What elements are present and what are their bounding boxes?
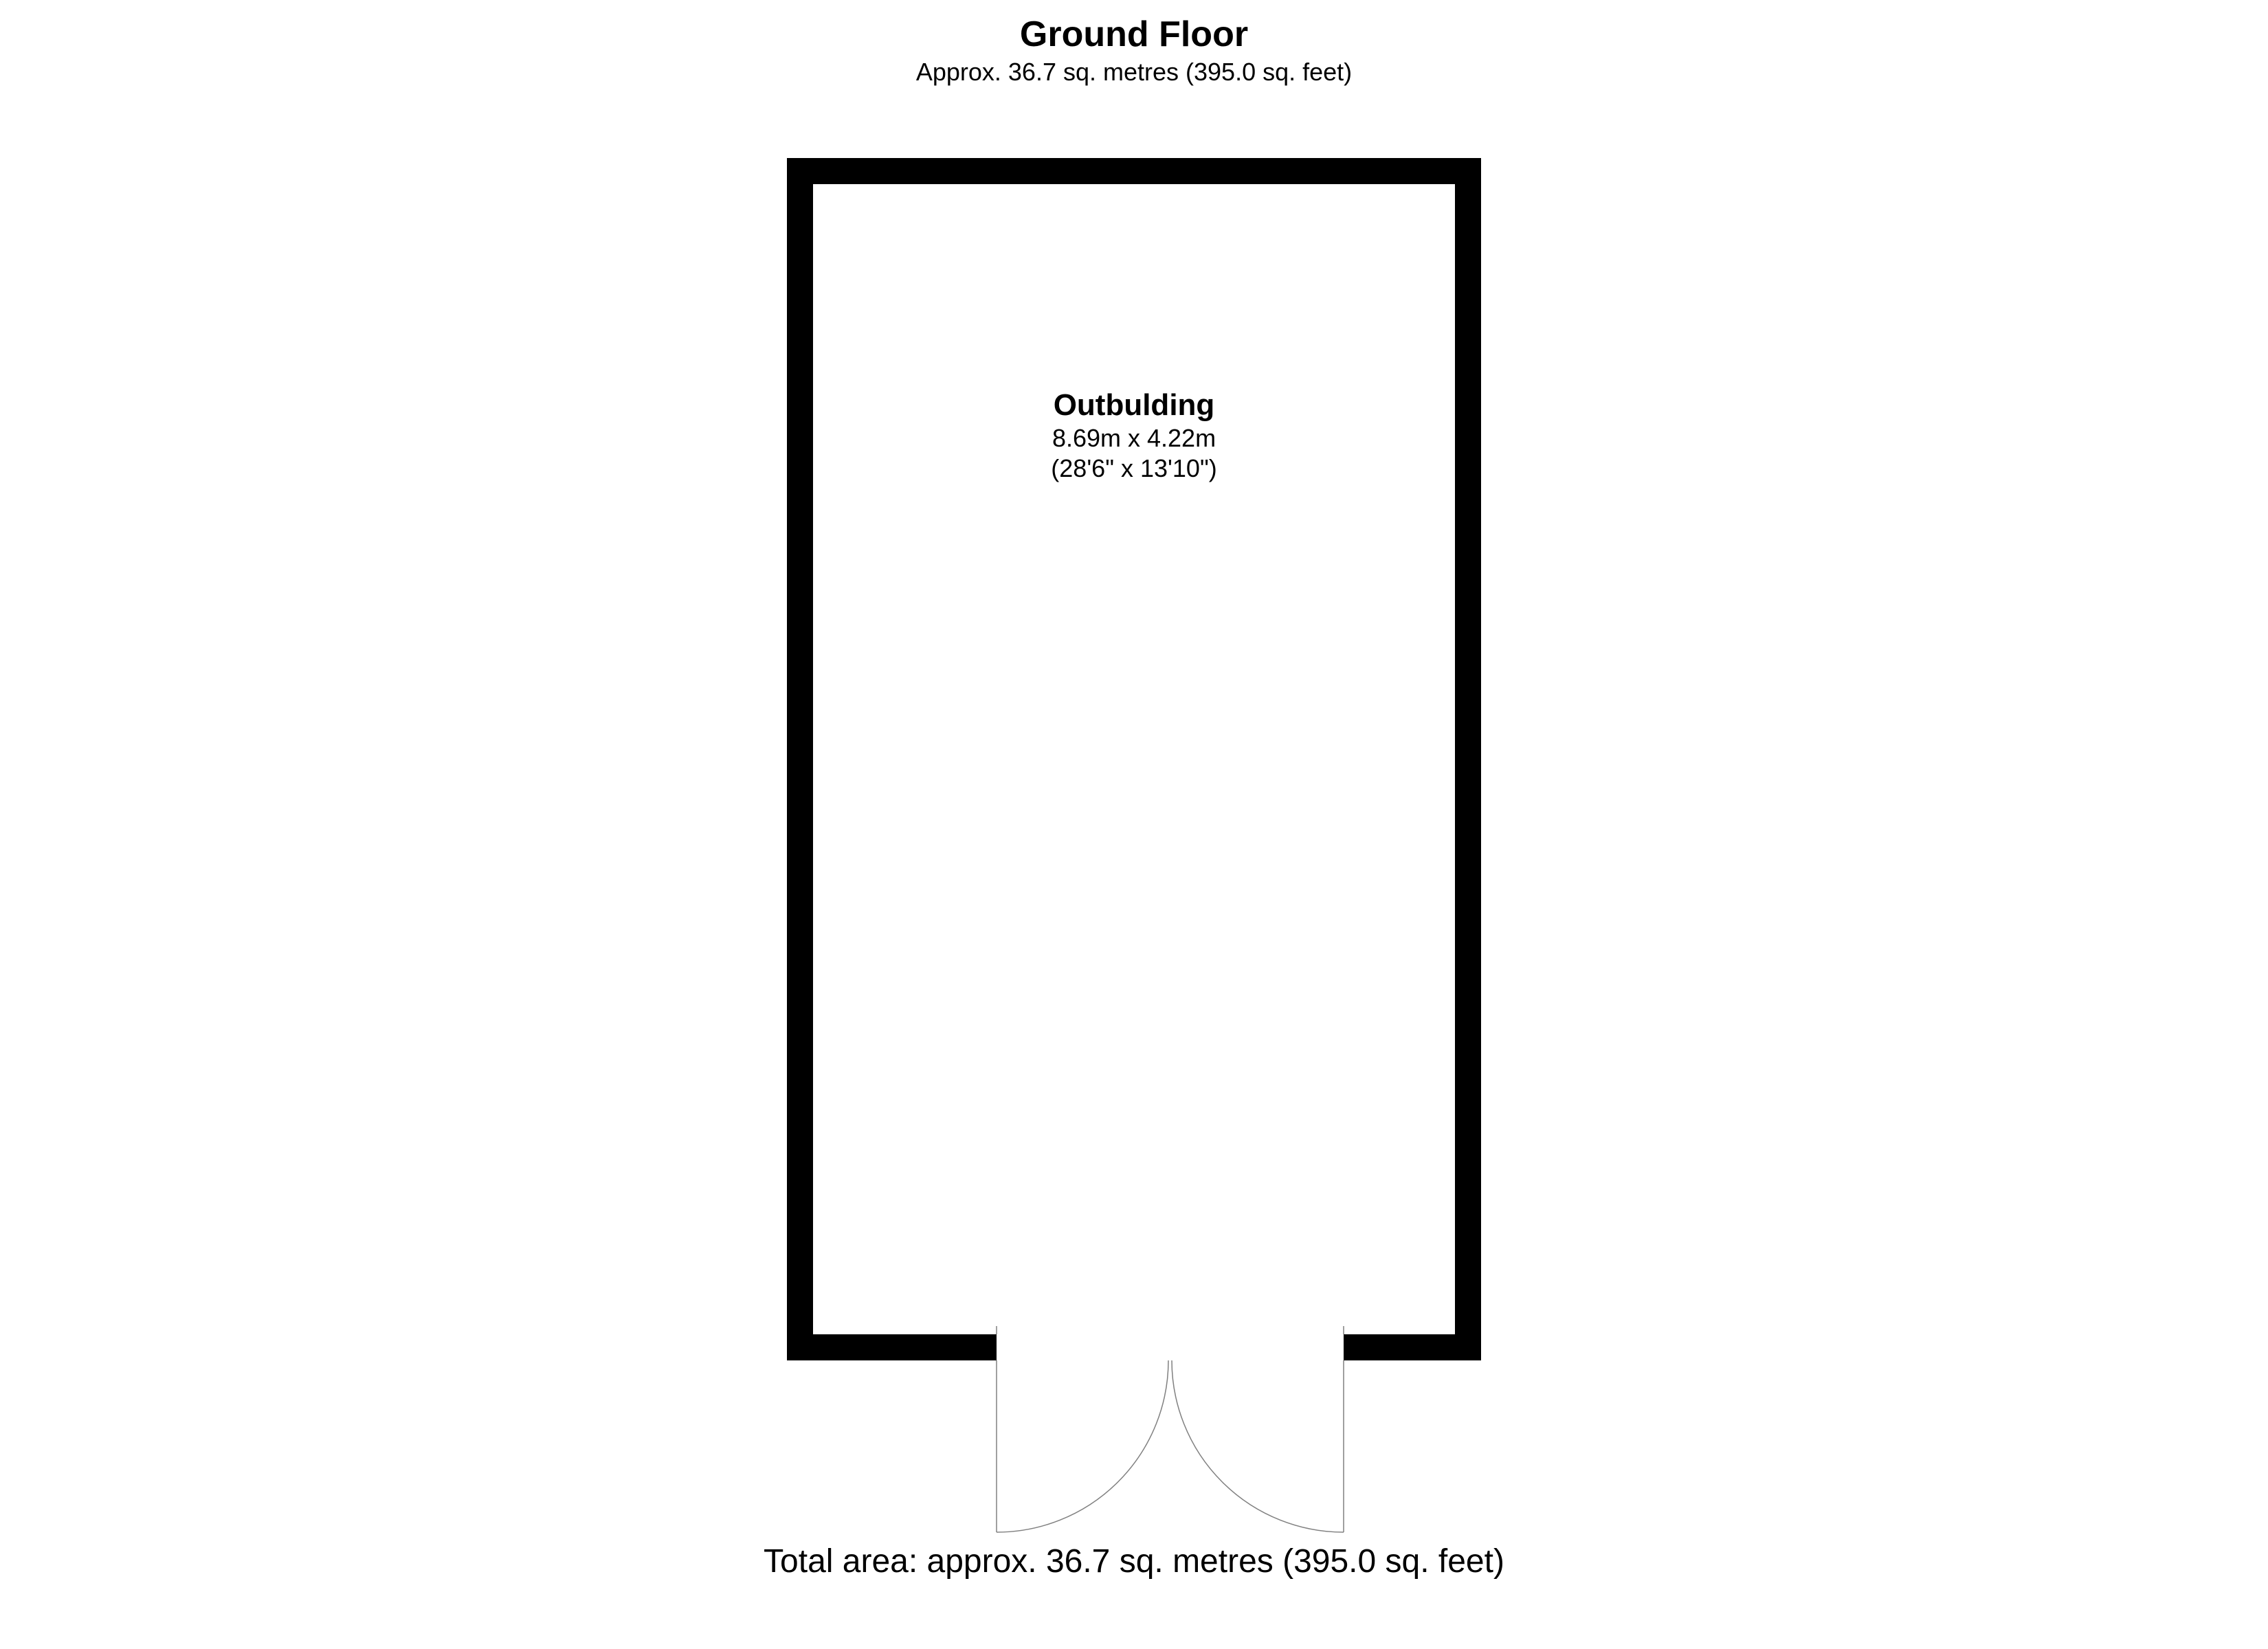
- floorplan-svg: [787, 158, 1481, 1546]
- door-swing-right: [1172, 1360, 1344, 1532]
- floor-subtitle: Approx. 36.7 sq. metres (395.0 sq. feet): [0, 58, 2268, 87]
- total-area: Total area: approx. 36.7 sq. metres (395…: [0, 1543, 2268, 1580]
- door-frame-ticks: [997, 1326, 1344, 1334]
- room-label: Outbulding 8.69m x 4.22m (28'6" x 13'10"…: [787, 388, 1481, 483]
- room-dimensions-metric: 8.69m x 4.22m: [787, 424, 1481, 453]
- room-name: Outbulding: [787, 388, 1481, 423]
- floorplan: Outbulding 8.69m x 4.22m (28'6" x 13'10"…: [787, 158, 1481, 1546]
- door-swing-left: [997, 1360, 1168, 1532]
- floor-title: Ground Floor: [0, 14, 2268, 55]
- footer: Total area: approx. 36.7 sq. metres (395…: [0, 1543, 2268, 1580]
- room-dimensions-imperial: (28'6" x 13'10"): [787, 454, 1481, 483]
- wall: [787, 158, 1481, 1360]
- header: Ground Floor Approx. 36.7 sq. metres (39…: [0, 14, 2268, 87]
